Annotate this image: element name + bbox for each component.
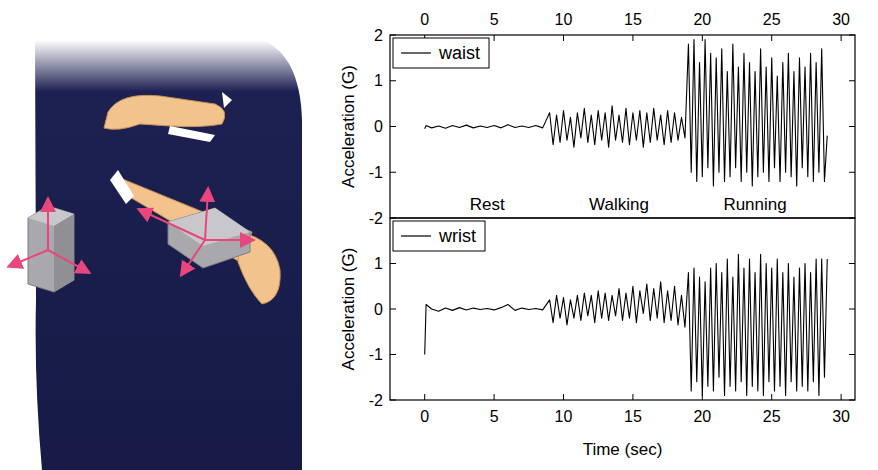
y-tick	[849, 126, 855, 127]
y-tick-label: 2	[374, 27, 383, 44]
x-tick-label: 20	[693, 408, 711, 425]
axis-arrow	[47, 200, 49, 250]
y-tick	[849, 400, 855, 401]
axis-arrow	[205, 239, 252, 241]
y-tick	[390, 172, 396, 173]
axis-arrow	[140, 210, 205, 240]
legend: wrist	[393, 221, 485, 251]
x-tick-label: 25	[763, 11, 781, 28]
y-axis-title: Acceleration (G)	[339, 248, 358, 371]
illustration	[10, 40, 302, 470]
x-tick	[771, 35, 772, 41]
x-tick	[563, 394, 564, 400]
page: {"chart_data": [ {"type": "line", "y_lab…	[0, 0, 878, 470]
x-tick-label: 10	[555, 408, 573, 425]
legend-box	[393, 38, 489, 68]
y-tick	[390, 35, 396, 36]
chart-panel: -2-1012051015202530Acceleration (G)RestW…	[339, 11, 856, 227]
y-tick-label: -1	[369, 164, 383, 181]
legend-label: waist	[438, 43, 480, 63]
annotation: Rest	[470, 195, 505, 214]
x-tick-label: 20	[693, 11, 711, 28]
legend-box	[393, 221, 485, 251]
jacket	[35, 40, 302, 470]
cuff	[110, 170, 134, 204]
chart-panel: -2-101051015202530Acceleration (G)Time (…	[339, 218, 856, 459]
x-tick-label: 15	[624, 408, 642, 425]
y-tick-label: -1	[369, 346, 383, 363]
y-tick	[849, 172, 855, 173]
y-tick	[849, 309, 855, 310]
annotation: Running	[723, 195, 786, 214]
y-tick	[849, 35, 855, 36]
x-tick	[702, 35, 703, 41]
x-tick	[563, 35, 564, 41]
series-line	[425, 254, 828, 395]
plot-frame	[390, 218, 855, 400]
x-tick-label: 30	[832, 11, 850, 28]
annotation: Walking	[589, 195, 649, 214]
x-tick-label: 5	[490, 408, 499, 425]
x-tick-label: 5	[490, 11, 499, 28]
y-tick	[390, 309, 396, 310]
legend-swatch	[401, 235, 431, 236]
axis-arrow	[48, 250, 88, 272]
x-tick-label: 0	[420, 408, 429, 425]
x-tick	[841, 394, 842, 400]
x-tick	[771, 394, 772, 400]
waist-sensor	[28, 206, 74, 292]
x-tick	[494, 394, 495, 400]
y-tick	[390, 80, 396, 81]
x-tick	[632, 35, 633, 41]
plot-frame	[390, 35, 855, 218]
legend-label: wrist	[438, 226, 476, 246]
data-layer	[425, 254, 828, 395]
figure: -2-1012051015202530Acceleration (G)RestW…	[0, 0, 878, 470]
y-tick	[390, 400, 396, 401]
y-tick	[849, 263, 855, 264]
y-tick-label: 1	[374, 72, 383, 89]
x-axis-title: Time (sec)	[583, 440, 663, 459]
lapel	[222, 92, 232, 108]
y-tick-label: 0	[374, 301, 383, 318]
y-tick-label: -2	[369, 392, 383, 409]
x-tick	[424, 394, 425, 400]
y-tick	[849, 80, 855, 81]
y-tick-label: -2	[369, 210, 383, 227]
x-tick-label: 30	[832, 408, 850, 425]
waist-sensor-side	[54, 214, 74, 292]
x-tick-label: 10	[555, 11, 573, 28]
y-tick	[849, 354, 855, 355]
legend: waist	[393, 38, 489, 68]
x-tick	[841, 35, 842, 41]
legend-swatch	[401, 52, 431, 53]
axis-arrow	[10, 250, 48, 266]
hand	[104, 95, 225, 129]
y-tick	[390, 354, 396, 355]
y-axis-title: Acceleration (G)	[339, 65, 358, 188]
cuff	[168, 126, 215, 142]
axis-arrow	[182, 240, 205, 274]
y-tick	[390, 263, 396, 264]
y-tick	[390, 126, 396, 127]
wrist-sensor	[168, 208, 250, 268]
x-tick-label: 15	[624, 11, 642, 28]
x-tick-label: 25	[763, 408, 781, 425]
x-tick	[632, 394, 633, 400]
y-tick-label: 0	[374, 118, 383, 135]
y-tick-label: 1	[374, 255, 383, 272]
x-tick	[494, 35, 495, 41]
x-tick-label: 0	[420, 11, 429, 28]
axis-arrow	[205, 190, 208, 240]
